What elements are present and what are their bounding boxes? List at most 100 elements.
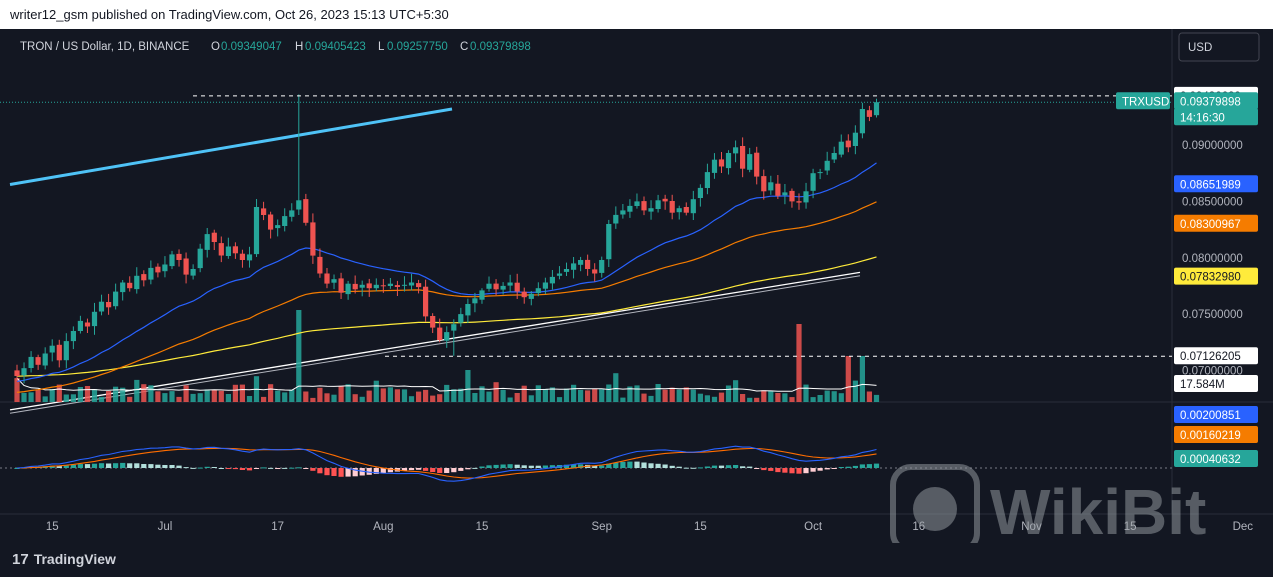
volume-bar	[627, 386, 633, 402]
macd-hist-bar	[289, 467, 295, 469]
volume-bar	[127, 396, 133, 402]
macd-hist-bar	[838, 467, 844, 468]
volume-bar	[711, 396, 718, 402]
volume-bar	[296, 310, 302, 402]
volume-bar	[338, 386, 344, 402]
volume-bar	[845, 356, 851, 402]
macd-hist-bar	[669, 465, 675, 468]
candle-body	[803, 191, 809, 203]
price-tick-label: 0.08500000	[1182, 196, 1243, 208]
macd-hist-bar	[493, 464, 499, 468]
macd-hist-bar	[542, 465, 548, 468]
candle-body	[676, 208, 682, 213]
macd-hist-bar	[704, 466, 710, 468]
candle-body	[775, 183, 781, 196]
price-axis[interactable]: 0.07000000 0.07500000 0.08000000 0.08500000…	[1116, 86, 1258, 467]
macd-tag-bg	[1174, 426, 1258, 443]
volume-bar	[14, 378, 20, 402]
volume-bar	[169, 391, 175, 402]
candle-body	[704, 172, 710, 188]
candle-body	[873, 102, 880, 116]
candle-body	[423, 286, 429, 317]
price-tick-label: 0.07000000	[1182, 365, 1243, 377]
volume-bar	[782, 393, 788, 402]
macd-hist-bar	[859, 464, 865, 468]
macd-hist-bar	[268, 467, 274, 469]
time-tick-label: 15	[1124, 521, 1137, 533]
candle-body	[697, 187, 703, 198]
price-tag-bg	[1174, 347, 1258, 365]
volume-bar	[197, 393, 203, 402]
volume-bar	[324, 393, 330, 402]
volume-bar	[42, 396, 48, 402]
volume-bar	[345, 384, 351, 402]
volume-bar	[824, 390, 830, 402]
price-tag-countdown: 14:16:30	[1180, 112, 1225, 124]
candle-body	[275, 225, 281, 229]
volume-bar	[775, 393, 781, 402]
legend-low-value: 0.09257750	[387, 41, 448, 53]
volume-bar	[408, 396, 415, 402]
candle-body	[345, 283, 351, 295]
volume-bar	[578, 389, 584, 402]
volume-bar	[683, 387, 689, 402]
time-tick-label: Dec	[1233, 521, 1254, 533]
candle-body	[845, 140, 851, 148]
macd-hist-bar	[56, 466, 62, 468]
macd-hist-bar	[725, 465, 732, 468]
macd-hist-bar	[451, 468, 457, 473]
candle-body	[634, 201, 640, 206]
candle-body	[585, 259, 591, 269]
eagle-icon	[913, 487, 957, 531]
chart-area[interactable]: 0.07000000 0.07500000 0.08000000 0.08500000…	[0, 29, 1273, 543]
macd-hist-bar	[275, 468, 281, 469]
volume-bar	[704, 395, 710, 402]
macd-hist-bar	[697, 467, 703, 469]
candle-body	[268, 214, 274, 230]
macd-hist-bar	[563, 464, 570, 468]
macd-hist-bar	[134, 463, 140, 468]
candle-body	[408, 282, 415, 286]
candle-body	[387, 283, 393, 286]
volume-bar	[599, 389, 605, 402]
candle-body	[556, 273, 563, 276]
macd-hist-bar	[866, 464, 872, 468]
volume-bar	[211, 389, 217, 402]
candle-body	[733, 147, 739, 154]
volume-bar	[500, 389, 506, 402]
volume-bar	[401, 389, 408, 402]
macd-hist-bar	[246, 468, 253, 471]
volume-bar	[493, 382, 499, 402]
price-tag-symbol-tag: TRXUSD	[1122, 96, 1169, 108]
candle-body	[218, 243, 224, 256]
macd-hist-bar	[831, 468, 837, 469]
volume-bar	[852, 380, 858, 402]
currency-button[interactable]	[1178, 32, 1260, 62]
macd-hist-bar	[408, 468, 415, 471]
volume-bar	[444, 384, 450, 402]
volume-bar	[35, 390, 41, 402]
legend-open-value: 0.09349047	[221, 41, 282, 53]
upper-trendline[interactable]	[9, 107, 453, 186]
candle-body	[479, 290, 485, 300]
candle-body	[514, 282, 520, 292]
volume-bar	[733, 380, 739, 402]
footer: 17 TradingView	[0, 543, 1273, 577]
macd-hist-bar	[782, 468, 788, 473]
macd-hist-bar	[106, 463, 112, 468]
volume-bar	[669, 387, 675, 402]
currency-label: USD	[1188, 42, 1212, 54]
time-axis[interactable]: 15 Jul 17 Aug 15 Sep 15 Oct 16 Nov 15 Dec	[46, 521, 1253, 533]
candle-body	[444, 332, 450, 341]
macd-hist-bar	[49, 465, 55, 468]
candle-body	[430, 316, 436, 328]
tradingview-logo[interactable]: 17 TradingView	[12, 551, 116, 568]
volume-bar	[507, 397, 513, 402]
volume-bar	[416, 391, 422, 402]
legend-open-label: O	[211, 41, 220, 53]
candle-body	[859, 109, 865, 134]
volume-bar	[486, 391, 492, 402]
price-tag-low-level: 0.07126205	[1180, 351, 1241, 363]
volume-bar	[63, 394, 69, 402]
candle-body	[810, 173, 816, 191]
